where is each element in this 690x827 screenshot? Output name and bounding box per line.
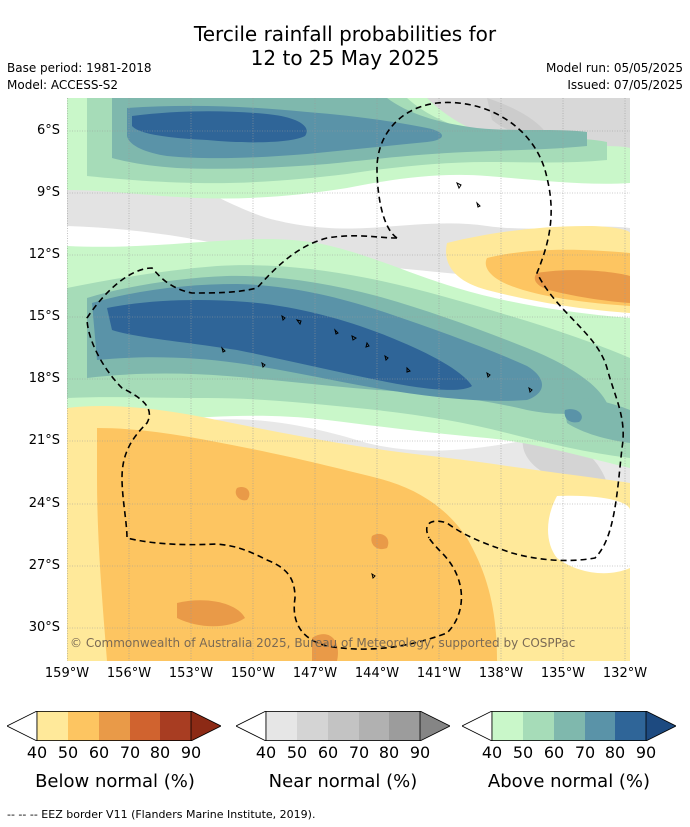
map-title: Tercile rainfall probabilities for 12 to…: [0, 22, 690, 70]
legend-colorbar-near: [235, 710, 451, 742]
legend-tick: 80: [604, 743, 626, 762]
legend-ticks: 40 50 60 70 80 90: [236, 744, 450, 762]
lat-label: 18°S: [28, 371, 60, 386]
below-normal-band: [534, 270, 630, 303]
above-normal-band: [564, 409, 582, 423]
lat-label: 15°S: [28, 309, 60, 324]
legend-tick: 70: [119, 743, 141, 762]
lat-label: 27°S: [28, 558, 60, 573]
below-normal-band: [177, 600, 245, 627]
legend-tick: 90: [180, 743, 202, 762]
legend-colorbar-above: [461, 710, 677, 742]
title-line-1: Tercile rainfall probabilities for: [193, 22, 497, 46]
legend-ticks: 40 50 60 70 80 90: [7, 744, 221, 762]
near-normal-patch: [487, 98, 547, 136]
lon-label: 135°W: [540, 666, 586, 681]
run-info: Model run: 05/05/2025 Issued: 07/05/2025: [546, 60, 683, 94]
legend-title-below: Below normal (%): [35, 771, 195, 792]
lat-label: 21°S: [28, 433, 60, 448]
eez-borders: [86, 101, 624, 650]
map-canvas: [67, 98, 630, 661]
lat-label: 9°S: [36, 185, 60, 200]
legend-tick: 90: [409, 743, 431, 762]
lat-label: 12°S: [28, 247, 60, 262]
lat-label: 24°S: [28, 496, 60, 511]
lon-label: 141°W: [416, 666, 462, 681]
issued-text: Issued: 07/05/2025: [567, 78, 683, 92]
below-normal-band: [548, 495, 630, 574]
legend-title-above: Above normal (%): [487, 771, 651, 792]
model-run-text: Model run: 05/05/2025: [545, 61, 683, 75]
base-period-text: Base period: 1981-2018: [7, 61, 152, 75]
lon-label: 138°W: [478, 666, 524, 681]
legend-tick: 60: [543, 743, 565, 762]
legend-tick: 90: [635, 743, 657, 762]
legend-tick: 70: [574, 743, 596, 762]
legend-below-normal: 40 50 60 70 80 90: [6, 710, 222, 762]
model-info: Base period: 1981-2018 Model: ACCESS-S2: [7, 60, 152, 94]
copyright-credit: © Commonwealth of Australia 2025, Bureau…: [70, 636, 576, 650]
lat-label: 30°S: [28, 620, 60, 635]
below-normal-band: [371, 533, 389, 550]
lon-label: 150°W: [230, 666, 276, 681]
below-normal-band: [312, 634, 338, 661]
legend-tick: 40: [481, 743, 503, 762]
legend-tick: 80: [378, 743, 400, 762]
legend-above-normal: 40 50 60 70 80 90: [461, 710, 677, 762]
legend-title-near: Near normal (%): [268, 771, 418, 792]
legend-ticks: 40 50 60 70 80 90: [462, 744, 676, 762]
legend-tick: 70: [348, 743, 370, 762]
lon-label: 132°W: [602, 666, 648, 681]
eez-border-line: [376, 101, 624, 562]
legend-tick: 40: [255, 743, 277, 762]
lon-label: 159°W: [44, 666, 90, 681]
islands: [221, 181, 533, 579]
lon-label: 144°W: [354, 666, 400, 681]
title-line-2: 12 to 25 May 2025: [250, 46, 440, 70]
below-normal-band: [235, 487, 250, 501]
above-normal-areas: [67, 98, 630, 468]
above-normal-band: [107, 300, 472, 390]
above-normal-band: [132, 111, 307, 143]
legend-colorbar-below: [6, 710, 222, 742]
probability-map: © Commonwealth of Australia 2025, Bureau…: [67, 98, 630, 661]
below-normal-band: [117, 561, 284, 630]
legend-tick: 60: [317, 743, 339, 762]
lon-label: 147°W: [292, 666, 338, 681]
lat-label: 6°S: [36, 123, 60, 138]
legend-tick: 50: [512, 743, 534, 762]
above-normal-band: [562, 397, 630, 443]
eez-border-note: -- -- -- EEZ border V11 (Flanders Marine…: [7, 808, 316, 821]
legend-tick: 80: [149, 743, 171, 762]
legend-tick: 40: [26, 743, 48, 762]
legend-near-normal: 40 50 60 70 80 90: [235, 710, 451, 762]
legend-tick: 60: [88, 743, 110, 762]
lon-label: 156°W: [106, 666, 152, 681]
model-name-text: Model: ACCESS-S2: [7, 78, 119, 92]
legend-tick: 50: [286, 743, 308, 762]
lon-label: 153°W: [168, 666, 214, 681]
legend-tick: 50: [57, 743, 79, 762]
